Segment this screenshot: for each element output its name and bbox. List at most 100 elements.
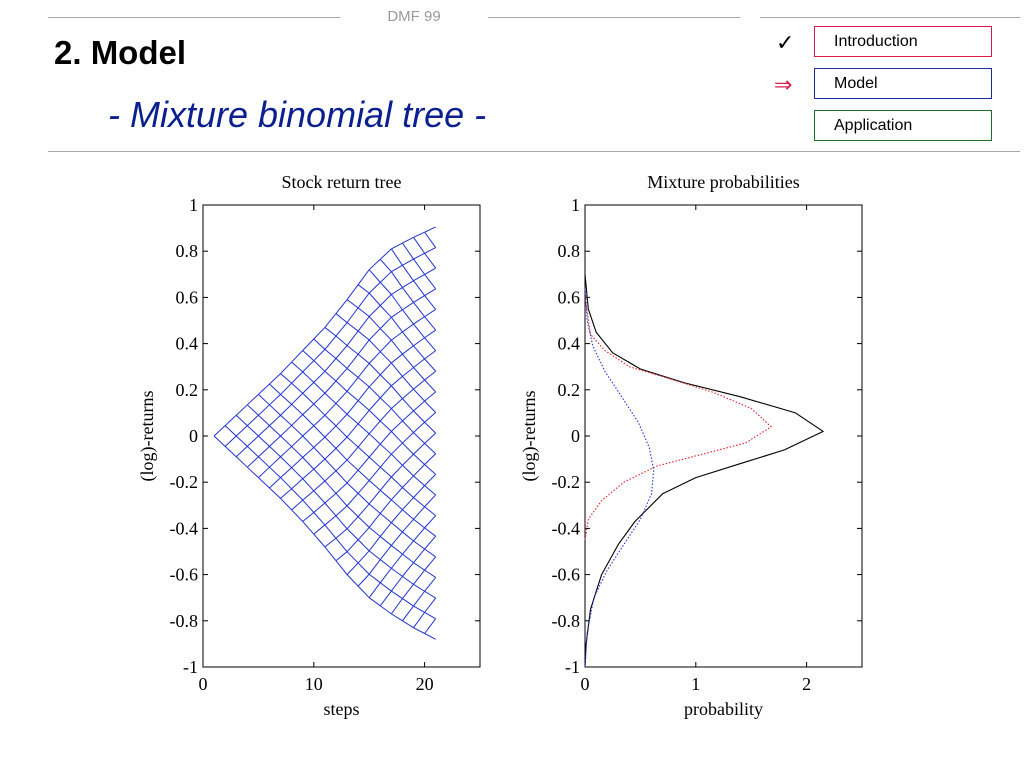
- tree-edge-down: [391, 545, 403, 555]
- tree-edge-down: [379, 582, 392, 592]
- tree-edge-down: [313, 360, 326, 372]
- tree-edge-down: [335, 492, 348, 507]
- header-rule-bottom: [48, 151, 1020, 152]
- tree-edge-down: [379, 305, 392, 318]
- tree-edge-down: [357, 423, 370, 435]
- nav-model-button[interactable]: Model: [814, 68, 992, 99]
- tree-edge-down: [391, 522, 403, 533]
- tree-edge-up: [302, 360, 315, 373]
- tree-edge-up: [424, 370, 436, 381]
- tree-edge-down: [246, 425, 259, 437]
- tree-edge-down: [291, 361, 304, 373]
- tree-edge-down: [280, 373, 292, 384]
- tree-edge-up: [357, 409, 370, 425]
- tree-edge-down: [424, 421, 437, 434]
- tree-edge-up: [424, 535, 437, 550]
- mixture-chart-xtick-label: 2: [802, 674, 811, 694]
- tree-edge-up: [313, 458, 326, 470]
- tree-edge-up: [302, 382, 315, 394]
- tree-edge-up: [368, 258, 381, 271]
- tree-edge-up: [302, 447, 315, 458]
- tree-edge-down: [402, 265, 414, 282]
- tree-edge-down: [424, 358, 437, 372]
- tree-edge-down: [402, 464, 414, 477]
- tree-edge-up: [368, 443, 381, 458]
- tree-edge-up: [235, 425, 248, 437]
- tree-edge-up: [346, 516, 359, 530]
- tree-edge-down: [402, 487, 414, 498]
- tree-chart-xtick-label: 20: [416, 674, 434, 694]
- tree-edge-down: [269, 446, 281, 458]
- tree-edge-down: [424, 611, 436, 620]
- tree-edge-down: [368, 339, 381, 353]
- tree-edge-down: [379, 489, 392, 501]
- tree-edge-down: [368, 386, 381, 399]
- tree-edge-up: [357, 386, 370, 401]
- nav-introduction-button[interactable]: Introduction: [814, 26, 992, 57]
- page-title: 2. Model: [54, 34, 187, 71]
- tree-edge-up: [391, 376, 403, 387]
- mixture-chart-ytick-label: 0.4: [558, 334, 581, 354]
- tree-edge-up: [390, 598, 403, 615]
- tree-edge-up: [402, 540, 414, 555]
- tree-edge-down: [302, 435, 315, 448]
- tree-edge-down: [424, 252, 437, 269]
- tree-edge-down: [269, 487, 281, 499]
- tree-edge-down: [413, 345, 425, 360]
- tree-edge-down: [302, 392, 315, 405]
- tree-edge-up: [258, 425, 270, 437]
- tree-edge-up: [368, 282, 381, 294]
- tree-edge-up: [379, 316, 392, 329]
- tree-edge-up: [269, 394, 281, 406]
- tree-edge-up: [424, 432, 437, 444]
- tree-chart-frame: [202, 204, 481, 668]
- tree-edge-down: [313, 338, 326, 350]
- tree-edge-down: [324, 458, 337, 472]
- tree-edge-up: [413, 400, 425, 412]
- tree-edge-down: [313, 512, 326, 526]
- tree-edge-down: [424, 633, 436, 640]
- tree-edge-up: [324, 358, 337, 372]
- tree-edge-up: [424, 618, 437, 634]
- tree-edge-down: [291, 467, 304, 480]
- tree-edge-down: [280, 477, 292, 490]
- tree-edge-down: [424, 379, 437, 393]
- tree-edge-up: [368, 559, 381, 575]
- tree-edge-up: [424, 267, 436, 275]
- tree-edge-down: [402, 442, 414, 455]
- tree-edge-down: [235, 414, 248, 426]
- tree-edge-down: [379, 351, 392, 364]
- tree-edge-up: [413, 231, 425, 238]
- mixture-series-2: [584, 285, 655, 668]
- mixture-chart-ytick-label: -0.8: [552, 611, 581, 631]
- tree-edge-up: [413, 295, 425, 303]
- header-rule-left: [48, 17, 340, 18]
- mixture-chart-ylabel: (log)-returns: [519, 391, 540, 482]
- tree-edge-down: [346, 528, 359, 541]
- tree-edge-down: [368, 527, 381, 537]
- tree-edge-up: [368, 374, 381, 388]
- tree-edge-down: [235, 435, 248, 447]
- tree-edge-down: [335, 448, 348, 461]
- tree-edge-up: [368, 489, 381, 505]
- tree-edge-down: [402, 331, 414, 347]
- tree-edge-down: [402, 242, 414, 260]
- header-rule-right: [760, 17, 1020, 18]
- tree-edge-down: [335, 560, 348, 575]
- tree-edge-up: [280, 467, 292, 478]
- tree-edge-down: [357, 562, 370, 575]
- tree-edge-down: [357, 284, 370, 294]
- tree-edge-down: [391, 453, 403, 466]
- tree-chart-ytick-label: -0.8: [170, 611, 199, 631]
- tree-edge-up: [413, 337, 425, 347]
- mixture-chart-frame: [584, 204, 863, 668]
- nav-application-button[interactable]: Application: [814, 110, 992, 141]
- tree-edge-up: [391, 331, 403, 341]
- tree-edge-down: [368, 363, 381, 376]
- tree-edge-down: [269, 383, 281, 395]
- tree-edge-up: [379, 522, 392, 537]
- tree-edge-up: [357, 433, 370, 448]
- tree-edge-down: [302, 371, 315, 383]
- tree-edge-down: [213, 435, 226, 447]
- tree-edge-down: [424, 485, 437, 496]
